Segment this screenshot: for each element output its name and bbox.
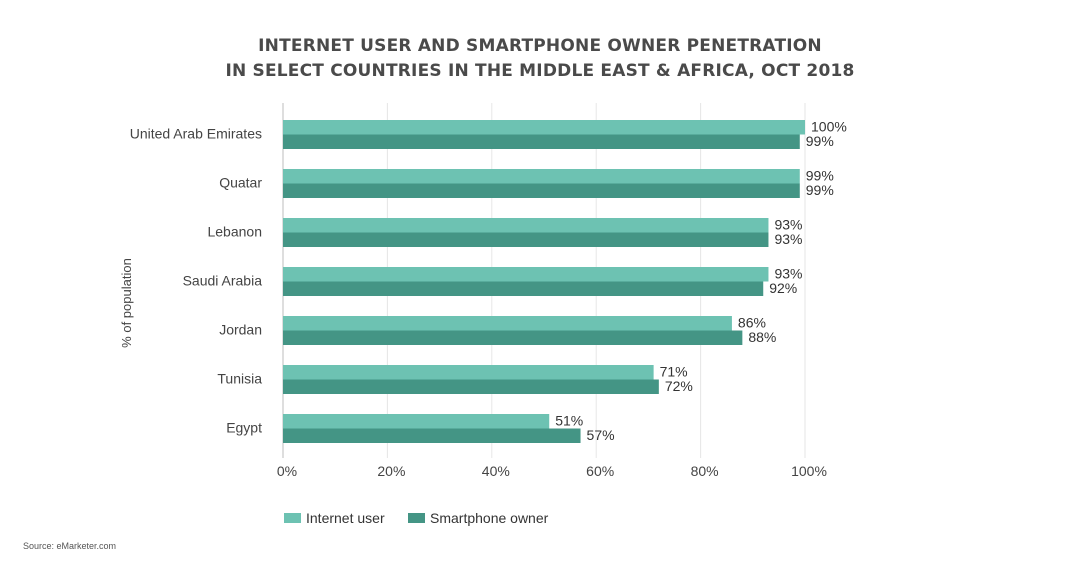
- legend-label: Smartphone owner: [430, 510, 549, 526]
- bar: [283, 183, 800, 198]
- bar-value-label: 99%: [806, 182, 834, 198]
- x-tick-label: 100%: [791, 463, 827, 479]
- x-tick-label: 0%: [277, 463, 297, 479]
- bar-value-label: 51%: [555, 413, 583, 429]
- bar-value-label: 88%: [748, 329, 776, 345]
- bar-value-label: 93%: [774, 231, 802, 247]
- category-label: Lebanon: [207, 224, 262, 240]
- bar: [283, 316, 732, 331]
- x-tick-label: 20%: [377, 463, 405, 479]
- legend-label: Internet user: [306, 510, 385, 526]
- bar: [283, 414, 550, 429]
- y-axis-label: % of population: [119, 258, 134, 348]
- legend: Internet user Smartphone owner: [284, 510, 549, 526]
- bar-value-label: 93%: [774, 266, 802, 282]
- bar-value-label: 86%: [738, 315, 766, 331]
- category-label: United Arab Emirates: [130, 126, 262, 142]
- bar: [283, 330, 743, 345]
- bar-value-label: 100%: [811, 119, 847, 135]
- bar: [283, 218, 769, 233]
- bar: [283, 134, 800, 149]
- bar: [283, 232, 769, 247]
- category-label: Quatar: [219, 175, 262, 191]
- bar: [283, 428, 581, 443]
- legend-swatch: [408, 513, 425, 523]
- category-label: Jordan: [219, 322, 262, 338]
- bar: [283, 365, 654, 380]
- bar-value-label: 93%: [774, 217, 802, 233]
- bar-value-label: 72%: [665, 378, 693, 394]
- bar-value-label: 99%: [806, 133, 834, 149]
- category-label: Saudi Arabia: [183, 273, 263, 289]
- bar-value-label: 99%: [806, 168, 834, 184]
- bar-value-label: 57%: [587, 427, 615, 443]
- bar-value-label: 71%: [660, 364, 688, 380]
- category-label: Tunisia: [217, 371, 262, 387]
- x-tick-labels: 0% 20% 40% 60% 80% 100%: [277, 463, 827, 479]
- bar: [283, 281, 764, 296]
- bar: [283, 267, 769, 282]
- bar-value-label: 92%: [769, 280, 797, 296]
- value-labels: 100%99%99%99%93%93%93%92%86%88%71%72%51%…: [555, 119, 847, 444]
- chart-title-line-2: IN SELECT COUNTRIES IN THE MIDDLE EAST &…: [225, 61, 855, 81]
- bar: [283, 120, 805, 135]
- x-tick-label: 40%: [482, 463, 510, 479]
- legend-swatch: [284, 513, 301, 523]
- x-tick-label: 60%: [586, 463, 614, 479]
- x-tick-label: 80%: [691, 463, 719, 479]
- chart-title: INTERNET USER AND SMARTPHONE OWNER PENET…: [0, 34, 1080, 84]
- bars: [283, 120, 805, 443]
- bar: [283, 169, 800, 184]
- category-labels: United Arab Emirates Quatar Lebanon Saudi A…: [130, 126, 263, 436]
- source-note: Source: eMarketer.com: [23, 541, 117, 551]
- bar: [283, 379, 659, 394]
- category-label: Egypt: [226, 420, 262, 436]
- chart-title-line-1: INTERNET USER AND SMARTPHONE OWNER PENET…: [258, 36, 822, 56]
